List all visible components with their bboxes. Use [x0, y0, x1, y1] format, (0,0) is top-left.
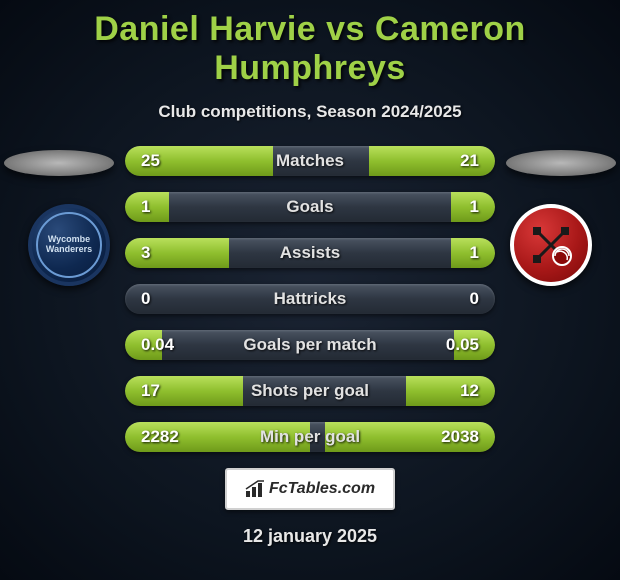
stat-label: Goals — [195, 197, 425, 217]
stat-value-right: 12 — [425, 381, 495, 401]
stat-value-left: 17 — [125, 381, 195, 401]
stat-value-right: 1 — [425, 243, 495, 263]
platform-right — [506, 150, 616, 176]
stat-value-left: 25 — [125, 151, 195, 171]
stat-row: 17Shots per goal12 — [125, 376, 495, 406]
stat-row: 0Hattricks0 — [125, 284, 495, 314]
mill-icon — [529, 223, 573, 267]
stat-value-left: 1 — [125, 197, 195, 217]
stat-row: 3Assists1 — [125, 238, 495, 268]
stat-row: 25Matches21 — [125, 146, 495, 176]
stat-value-right: 2038 — [425, 427, 495, 447]
comparison-arena: Wycombe Wanderers 25Matches211Goals13Ass… — [0, 146, 620, 452]
stat-rows: 25Matches211Goals13Assists10Hattricks00.… — [125, 146, 495, 452]
team-badge-left: Wycombe Wanderers — [28, 204, 110, 286]
subtitle: Club competitions, Season 2024/2025 — [0, 102, 620, 122]
stat-label: Min per goal — [195, 427, 425, 447]
stat-label: Matches — [195, 151, 425, 171]
footer-brand: FcTables.com — [225, 468, 395, 510]
stat-value-right: 0.05 — [425, 335, 495, 355]
stat-value-right: 21 — [425, 151, 495, 171]
platform-left — [4, 150, 114, 176]
stat-value-right: 0 — [425, 289, 495, 309]
team-badge-right — [510, 204, 592, 286]
stat-row: 1Goals1 — [125, 192, 495, 222]
footer-brand-text: FcTables.com — [269, 480, 375, 498]
chart-icon — [245, 480, 265, 498]
stat-value-left: 0.04 — [125, 335, 195, 355]
stat-row: 0.04Goals per match0.05 — [125, 330, 495, 360]
team-name-left: Wycombe Wanderers — [32, 231, 106, 259]
date-text: 12 january 2025 — [0, 526, 620, 547]
stat-label: Assists — [195, 243, 425, 263]
stat-value-left: 2282 — [125, 427, 195, 447]
stat-label: Hattricks — [195, 289, 425, 309]
stat-label: Goals per match — [195, 335, 425, 355]
page-title: Daniel Harvie vs Cameron Humphreys — [0, 0, 620, 88]
stat-value-left: 0 — [125, 289, 195, 309]
stat-row: 2282Min per goal2038 — [125, 422, 495, 452]
stat-value-left: 3 — [125, 243, 195, 263]
stat-label: Shots per goal — [195, 381, 425, 401]
stat-value-right: 1 — [425, 197, 495, 217]
